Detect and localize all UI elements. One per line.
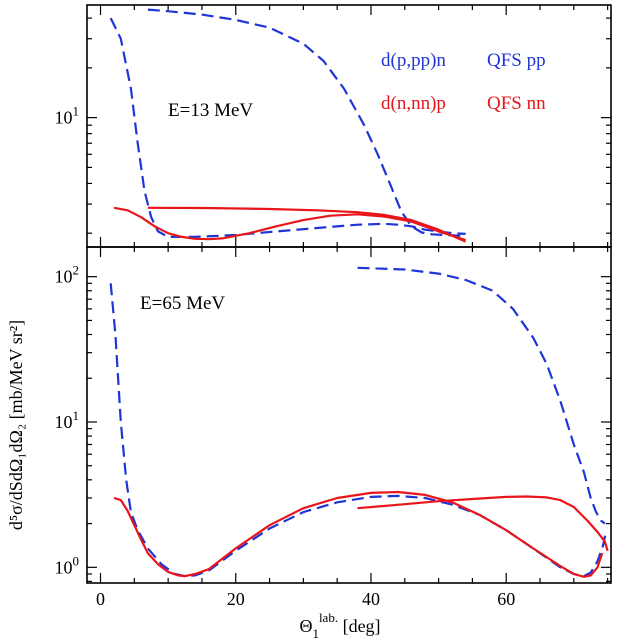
y-tick-label: 101	[55, 408, 80, 432]
x-tick-label: 60	[497, 589, 515, 609]
bottom-panel: 0 20 40 60 100 101 102 E=65 MeV	[55, 246, 612, 609]
top-panel: 101 E=13 MeV d(p,pp)n QFS pp d(n,nn)p QFS nn	[55, 4, 612, 248]
top-series-solid-nn-3	[147, 206, 467, 243]
y-tick-label: 100	[55, 553, 80, 577]
top-energy-annotation: E=13 MeV	[168, 100, 253, 121]
bottom-series-dashed-pp-0	[109, 283, 608, 578]
bottom-series-solid-nn-2	[113, 490, 604, 578]
legend-config-1: QFS nn	[487, 93, 546, 114]
bottom-series-solid-nn-3	[357, 495, 609, 552]
top-series-dashed-pp-0	[109, 17, 466, 238]
top-series-solid-nn-2	[113, 206, 466, 242]
top-plot-frame	[86, 4, 612, 248]
x-tick-label: 20	[227, 589, 245, 609]
top-series-dashed-pp-1	[147, 8, 466, 238]
y-tick-label: 102	[55, 263, 80, 287]
legend-config-0: QFS pp	[487, 50, 546, 71]
x-tick-label: 40	[362, 589, 380, 609]
x-axis-title: Θ1lab. [deg]	[299, 610, 380, 641]
legend-reaction-1: d(n,nn)p	[381, 93, 446, 114]
x-tick-label: 0	[96, 589, 105, 609]
bottom-energy-annotation: E=65 MeV	[140, 293, 225, 314]
legend-reaction-0: d(p,pp)n	[381, 50, 446, 71]
y-tick-label: 101	[55, 104, 80, 128]
bottom-series-dashed-pp-1	[357, 266, 606, 525]
y-axis-title: d⁵σ/dSdΩ₁dΩ₂ [mb/MeV sr²]	[6, 320, 26, 530]
bottom-plot-frame	[86, 246, 612, 584]
